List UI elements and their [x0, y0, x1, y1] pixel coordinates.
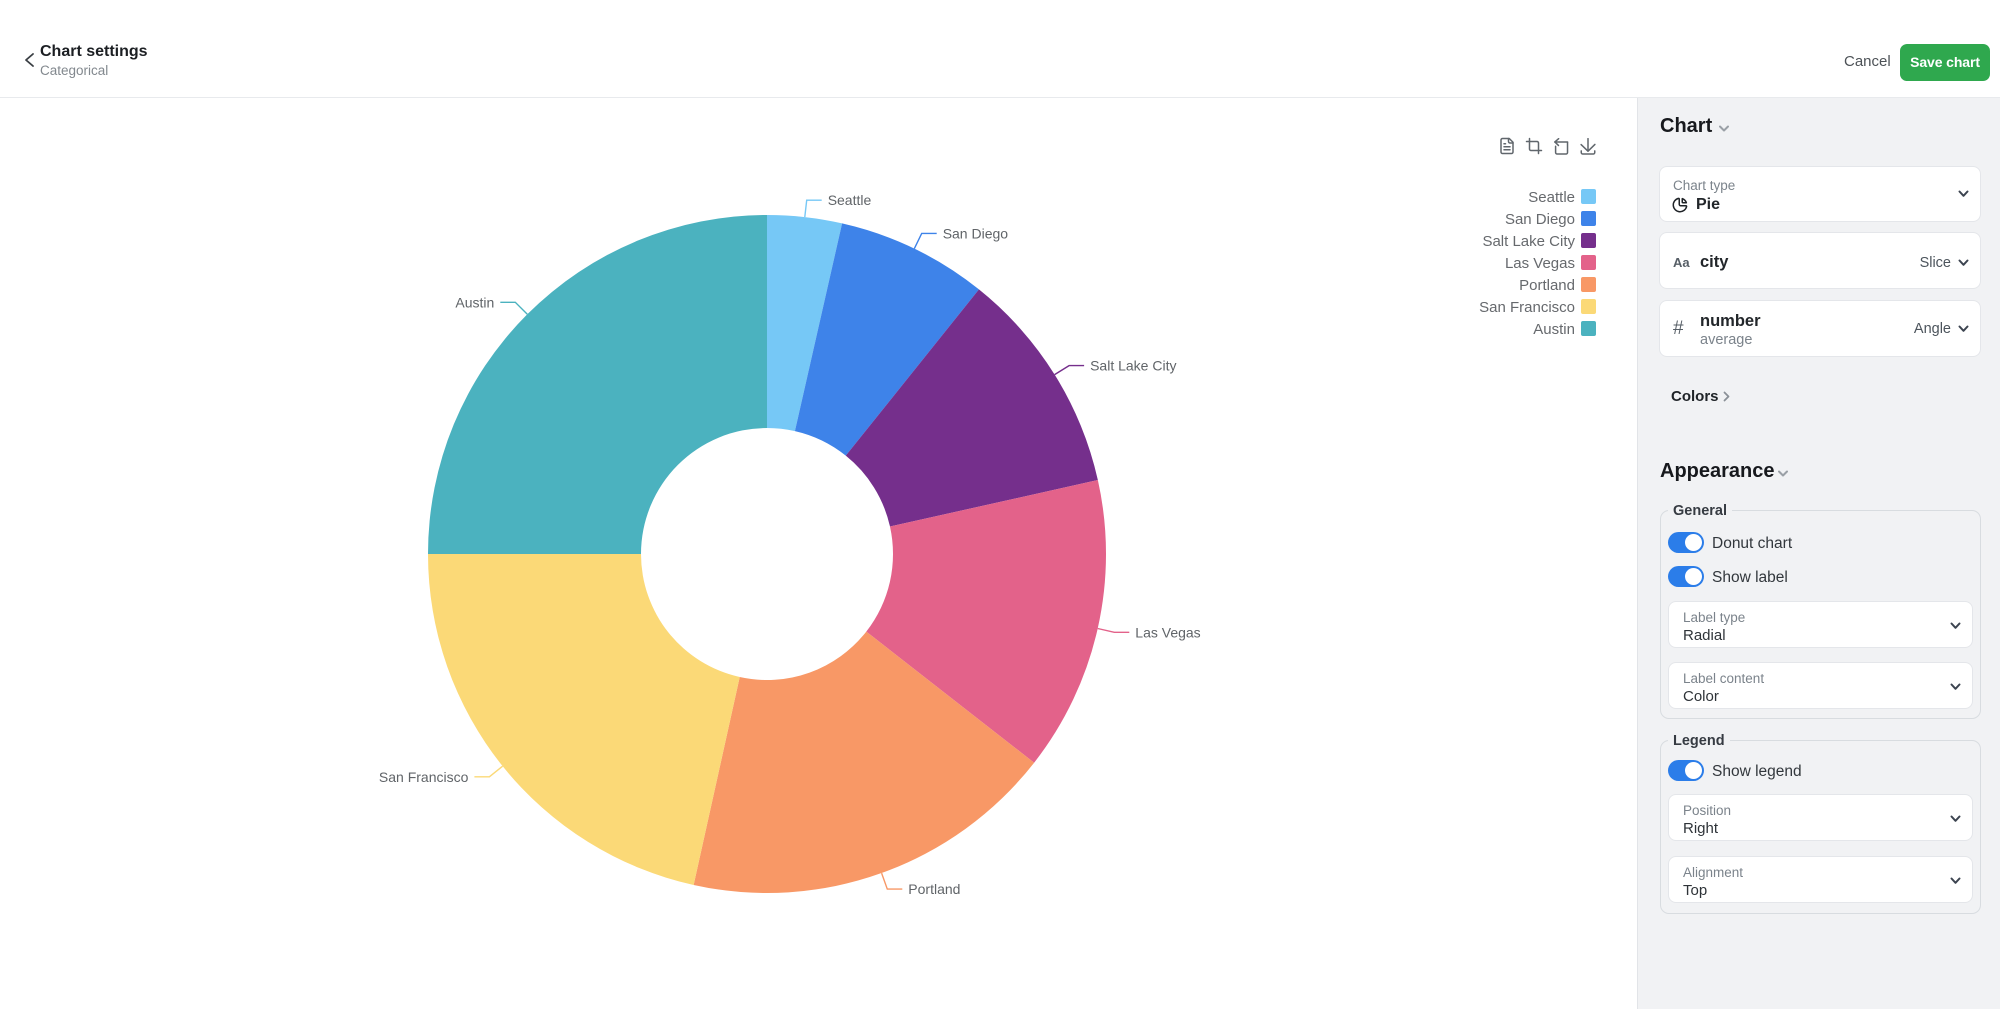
- svg-text:San Francisco: San Francisco: [379, 769, 469, 785]
- svg-text:Las Vegas: Las Vegas: [1135, 624, 1200, 640]
- svg-text:Austin: Austin: [455, 294, 494, 310]
- svg-text:Salt Lake City: Salt Lake City: [1090, 358, 1176, 374]
- svg-text:Seattle: Seattle: [828, 192, 872, 208]
- svg-text:Portland: Portland: [908, 881, 960, 897]
- svg-text:San Diego: San Diego: [943, 225, 1009, 241]
